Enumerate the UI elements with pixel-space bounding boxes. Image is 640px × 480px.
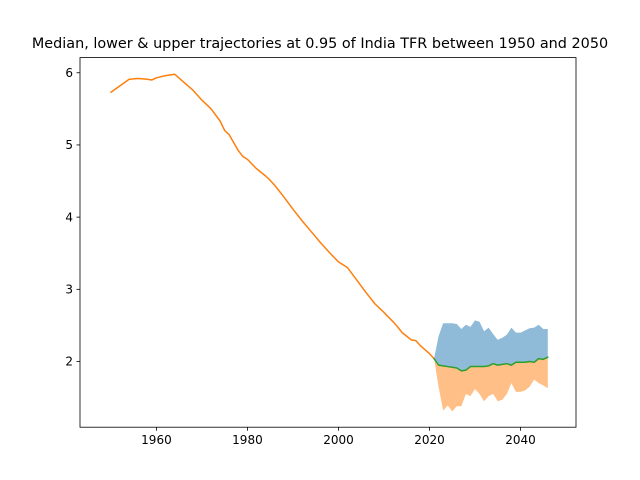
median-projection-line	[433, 356, 549, 372]
y-tick-label: 6	[65, 66, 73, 80]
x-tick-label: 2020	[414, 433, 445, 447]
axes: 1960 1980 2000 2020 2040 2 3 4 5 6	[65, 66, 535, 447]
x-tick-label: 1960	[141, 433, 172, 447]
y-tick-label: 4	[65, 210, 73, 224]
axes-frame	[79, 57, 577, 428]
historical-tfr-line	[110, 73, 435, 360]
x-tick-label: 2000	[323, 433, 354, 447]
plot-area	[110, 73, 549, 412]
y-tick-label: 5	[65, 138, 73, 152]
chart-title: Median, lower & upper trajectories at 0.…	[32, 36, 608, 52]
x-tick-label: 1980	[232, 433, 263, 447]
y-tick-label: 3	[65, 283, 73, 297]
y-tick-label: 2	[65, 355, 73, 369]
upper-confidence-band	[434, 320, 548, 371]
x-tick-label: 2040	[505, 433, 536, 447]
